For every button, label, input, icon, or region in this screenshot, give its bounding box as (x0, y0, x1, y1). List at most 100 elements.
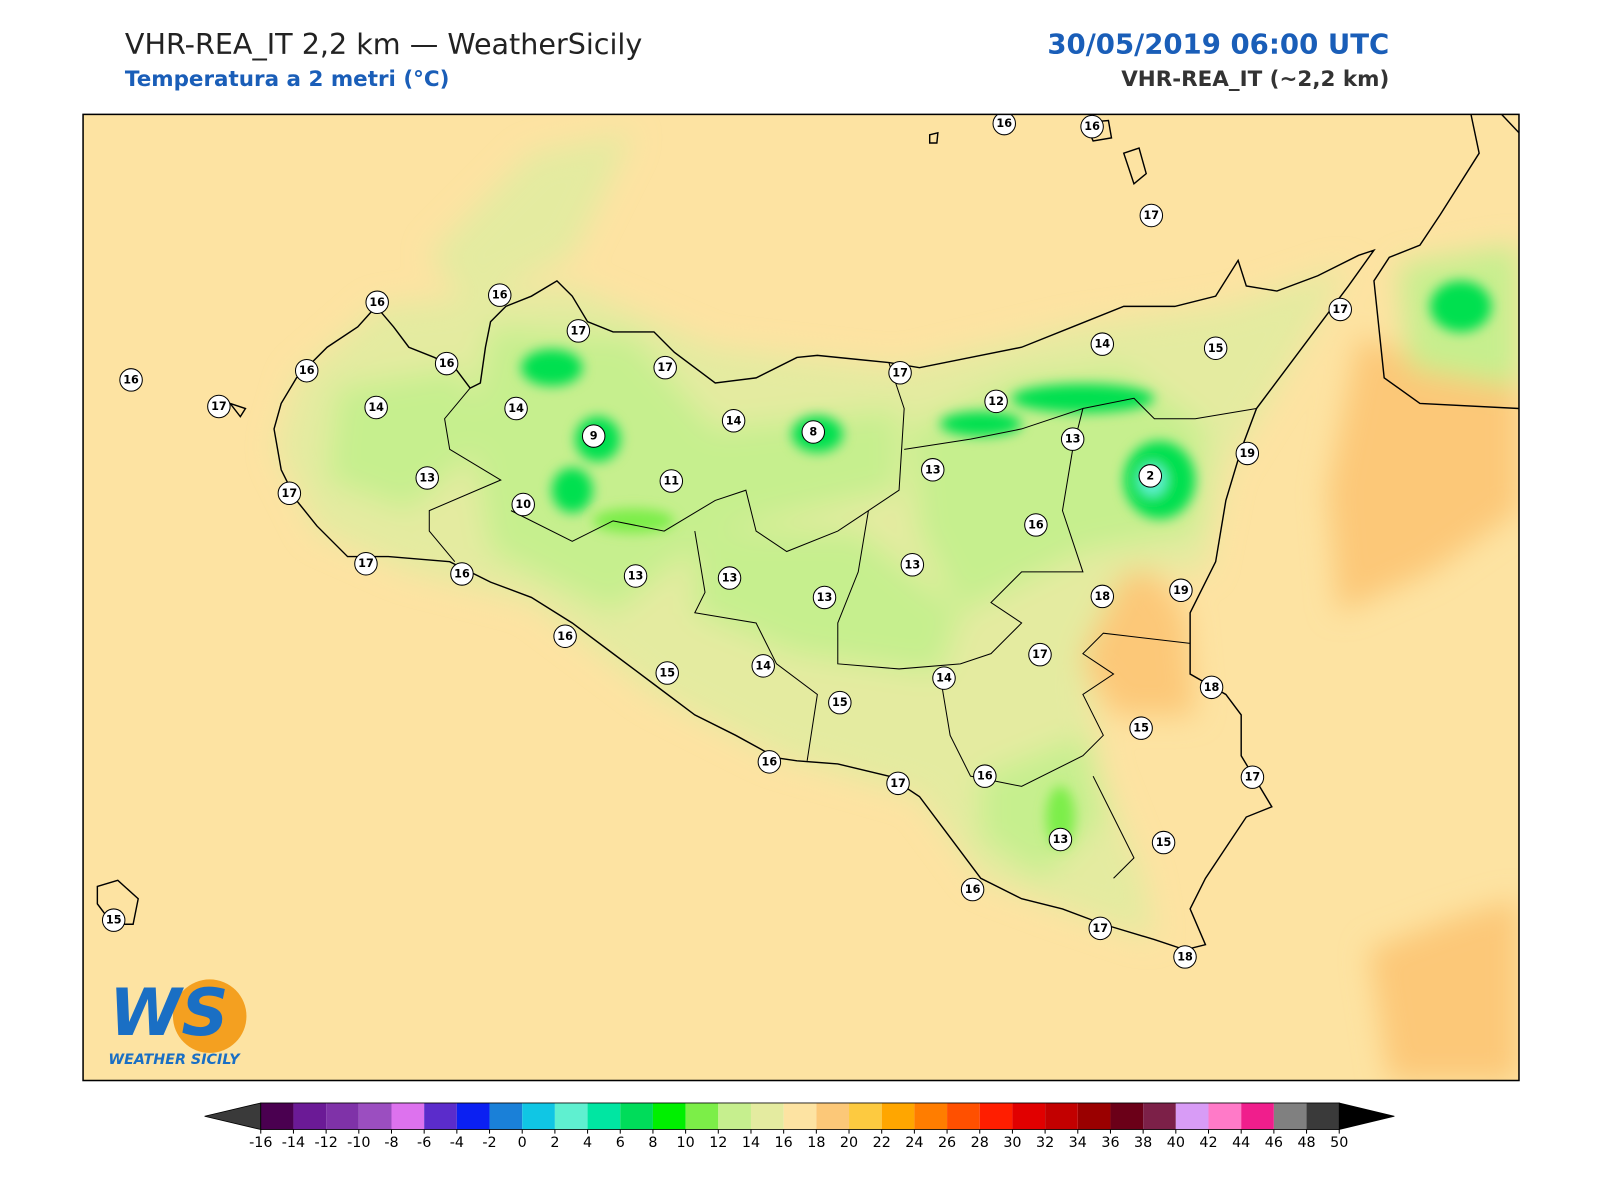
station-label: 19 (1173, 584, 1189, 597)
station-marker (623, 564, 648, 588)
logo: WS WEATHER SICILY (108, 975, 247, 1068)
colorbar-tick-label: 30 (1003, 1135, 1021, 1151)
subtitle: Temperatura a 2 metri (°C) (125, 67, 449, 92)
station-label: 18 (1094, 590, 1110, 603)
station-label: 13 (905, 558, 921, 571)
color-box (620, 1102, 653, 1130)
station-label: 16 (762, 755, 778, 768)
station-label: 15 (832, 696, 848, 709)
station-marker (984, 389, 1008, 414)
colorbar-outline (260, 1102, 1340, 1130)
colorbar-tick-label: -12 (314, 1135, 337, 1151)
color-box (652, 1102, 686, 1130)
station-label: 17 (358, 557, 374, 570)
station-marker (277, 481, 302, 506)
color-box (391, 1102, 425, 1130)
colorbar-tick-label: 32 (1036, 1135, 1054, 1151)
colorbar-tick-label: 50 (1330, 1135, 1348, 1151)
map-frame (82, 113, 1520, 1082)
station-label: 15 (659, 667, 675, 680)
station-label: 17 (1144, 209, 1160, 222)
station-label: 17 (890, 777, 906, 790)
station-marker (653, 355, 677, 380)
station-label: 13 (722, 572, 738, 585)
colorbar-tick-label: -16 (249, 1135, 272, 1151)
color-box (1045, 1102, 1078, 1130)
color-box (914, 1102, 948, 1130)
station-marker (1199, 675, 1224, 700)
station-marker (886, 771, 910, 796)
station-marker (434, 351, 459, 376)
station-marker (294, 358, 319, 383)
station-label: 13 (817, 591, 833, 604)
station-label: 16 (977, 770, 993, 783)
station-marker (1235, 441, 1260, 466)
station-marker (566, 319, 591, 343)
station-label: 17 (1092, 922, 1108, 935)
color-box (1110, 1102, 1144, 1130)
colorbar-tick-label: 20 (840, 1135, 858, 1151)
station-marker (415, 466, 439, 490)
station-label: 16 (369, 296, 385, 309)
colorbar-tick-label: 0 (518, 1135, 527, 1151)
station-label: 16 (996, 117, 1012, 130)
colorbar-tick-label: 40 (1167, 1135, 1185, 1151)
station-label: 14 (755, 659, 771, 672)
station-label: 15 (106, 914, 122, 927)
colorbar-tick-label: 4 (583, 1135, 592, 1151)
colorbar-tick-label: 38 (1134, 1135, 1152, 1151)
station-marker (973, 764, 997, 788)
color-box (1143, 1102, 1176, 1130)
station-marker (888, 361, 912, 385)
colorbar-tick-label: 18 (807, 1135, 825, 1151)
logo-text: WEATHER SICILY (108, 1052, 241, 1068)
station-marker (1151, 830, 1176, 855)
station-marker (1060, 427, 1085, 451)
station-marker (655, 661, 679, 685)
station-label: 14 (726, 414, 742, 427)
station-label: 16 (454, 567, 470, 580)
color-box (1306, 1102, 1340, 1130)
station-label: 15 (1156, 836, 1172, 849)
station-marker (1240, 765, 1265, 789)
station-label: 16 (1028, 518, 1044, 531)
station-label: 17 (571, 324, 587, 337)
colorbar-tick-label: -4 (450, 1135, 464, 1151)
color-box (1175, 1102, 1209, 1130)
color-box (783, 1102, 817, 1130)
color-box (750, 1102, 784, 1130)
station-marker (1090, 584, 1115, 609)
color-box (947, 1102, 980, 1130)
station-marker (1173, 945, 1197, 969)
station-marker (581, 424, 606, 448)
station-label: 9 (590, 430, 598, 443)
station-label: 16 (965, 883, 981, 896)
station-label: 18 (1177, 950, 1193, 963)
station-marker (659, 469, 684, 493)
station-marker (992, 114, 1016, 136)
station-label: 17 (211, 400, 227, 413)
datetime: 30/05/2019 06:00 UTC (1047, 27, 1389, 60)
station-label: 17 (282, 487, 298, 500)
colorbar-over-arrow (1338, 1102, 1395, 1131)
station-marker (828, 690, 852, 715)
colorbar-tick-label: -8 (384, 1135, 398, 1151)
color-box (1012, 1102, 1046, 1130)
station-label: 17 (892, 366, 908, 379)
station-label: 13 (1053, 833, 1069, 846)
colorbar-tick-label: 36 (1101, 1135, 1119, 1151)
station-label: 16 (299, 364, 315, 377)
station-label: 13 (628, 570, 644, 583)
station-label: 13 (1065, 433, 1081, 446)
stations: 16 16 17 16 16 17 16 16 16 17 17 14 15 17 17 14 14 14 12 9 8… (101, 114, 1352, 969)
station-marker (932, 666, 956, 690)
station-label: 14 (508, 402, 524, 415)
station-marker (488, 283, 512, 307)
station-marker (1028, 642, 1052, 667)
color-box (293, 1102, 327, 1130)
colorbar-tick-label: 6 (616, 1135, 625, 1151)
colorbar-tick-label: 28 (971, 1135, 989, 1151)
colorbar-tick-label: 8 (648, 1135, 657, 1151)
